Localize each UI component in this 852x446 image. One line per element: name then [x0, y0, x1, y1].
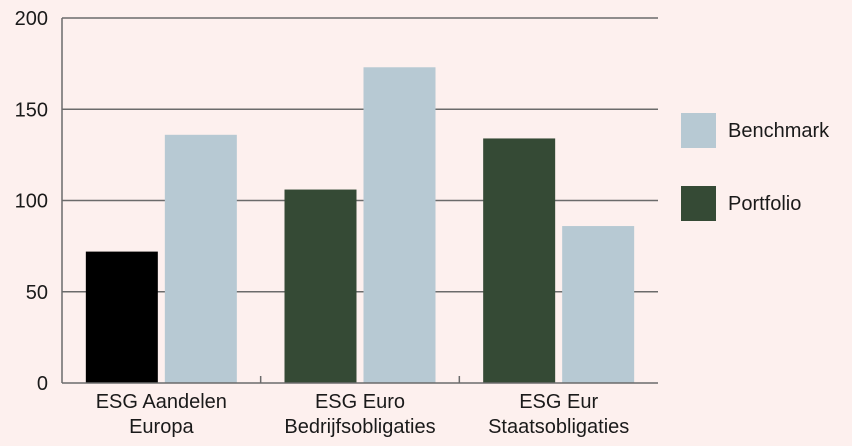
bar-benchmark: [363, 67, 436, 384]
x-tick-label: Europa: [129, 416, 194, 438]
bar-portfolio: [284, 189, 357, 383]
gridlines: [62, 17, 658, 293]
legend: Benchmark Portfolio: [681, 113, 830, 221]
y-tick-label: 200: [15, 8, 48, 30]
axes: 0 50 100 150 200 ESG Aandelen Europa ESG Euro Be…: [15, 8, 658, 438]
bar-portfolio: [483, 138, 556, 383]
legend-swatch-portfolio: [681, 186, 716, 221]
x-tick-label: ESG Eur: [519, 391, 598, 413]
y-tick-label: 50: [26, 282, 48, 304]
y-tick-label: 0: [37, 373, 48, 395]
y-tick-label: 150: [15, 99, 48, 121]
x-tick-label: Staatsobligaties: [488, 416, 629, 438]
x-tick-label: Bedrijfsobligaties: [284, 416, 435, 438]
legend-label-portfolio: Portfolio: [728, 193, 801, 215]
bar-benchmark: [164, 134, 237, 383]
bar-portfolio: [85, 251, 158, 383]
bar-benchmark: [562, 226, 635, 383]
legend-label-benchmark: Benchmark: [728, 120, 830, 142]
y-tick-label: 100: [15, 191, 48, 213]
x-tick-label: ESG Euro: [315, 391, 405, 413]
x-tick-label: ESG Aandelen: [96, 391, 227, 413]
bars: [85, 67, 635, 384]
legend-swatch-benchmark: [681, 113, 716, 148]
